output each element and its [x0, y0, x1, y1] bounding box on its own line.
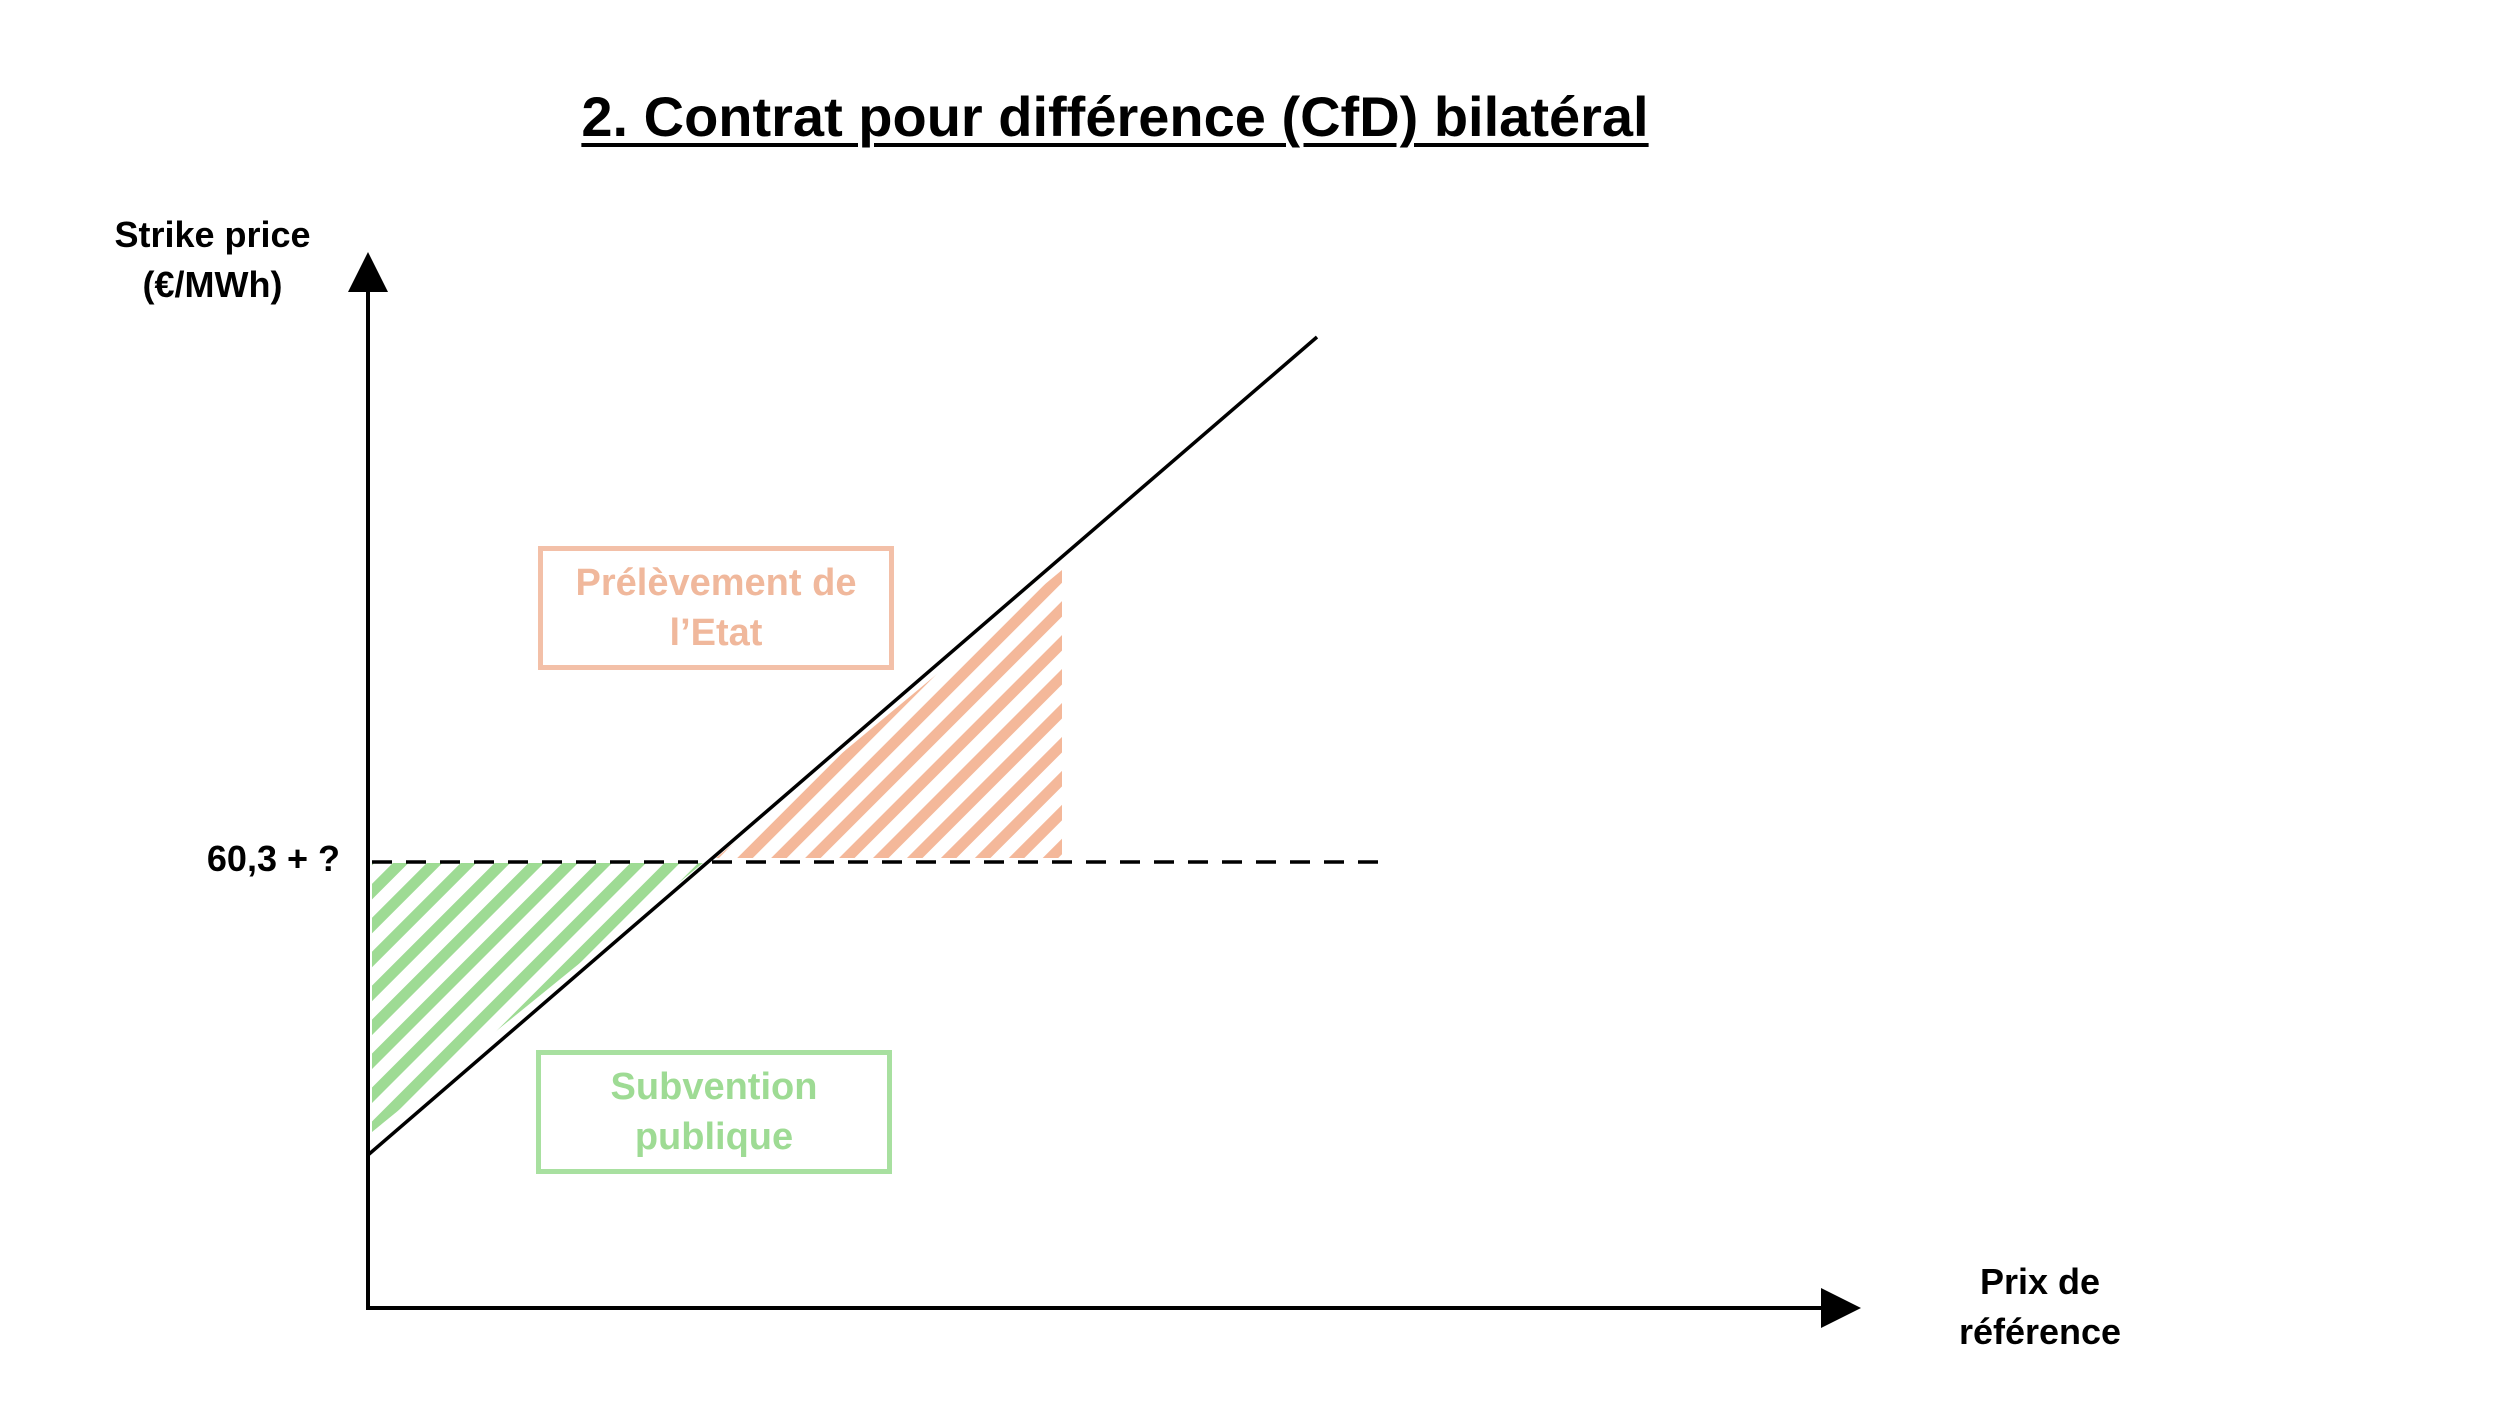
levy-label-box: Prélèvement de l’Etat [538, 546, 894, 670]
reference-price-line [366, 335, 1319, 1157]
levy-label-line-2: l’Etat [669, 612, 763, 654]
levy-label-line-1: Prélèvement de [575, 562, 857, 604]
y-axis-label-line-1: Strike price [114, 214, 311, 255]
page-title: 2. Contrat pour différence (CfD) bilatér… [581, 85, 1649, 148]
levy-hatched-area [716, 570, 1062, 858]
y-axis-label-line-2: (€/MWh) [142, 264, 283, 305]
subsidy-label-box: Subvention publique [536, 1050, 892, 1174]
subsidy-label-line-2: publique [634, 1116, 794, 1158]
y-axis-label: Strike price (€/MWh) [80, 210, 345, 310]
x-axis-label-line-2: référence [1958, 1311, 2122, 1352]
subsidy-label-line-1: Subvention [610, 1066, 818, 1108]
x-axis-label: Prix de référence [1900, 1257, 2180, 1357]
x-axis-label-line-1: Prix de [1979, 1261, 2101, 1302]
subsidy-hatched-area [372, 863, 703, 1132]
strike-level-label: 60,3 + ? [206, 838, 340, 879]
